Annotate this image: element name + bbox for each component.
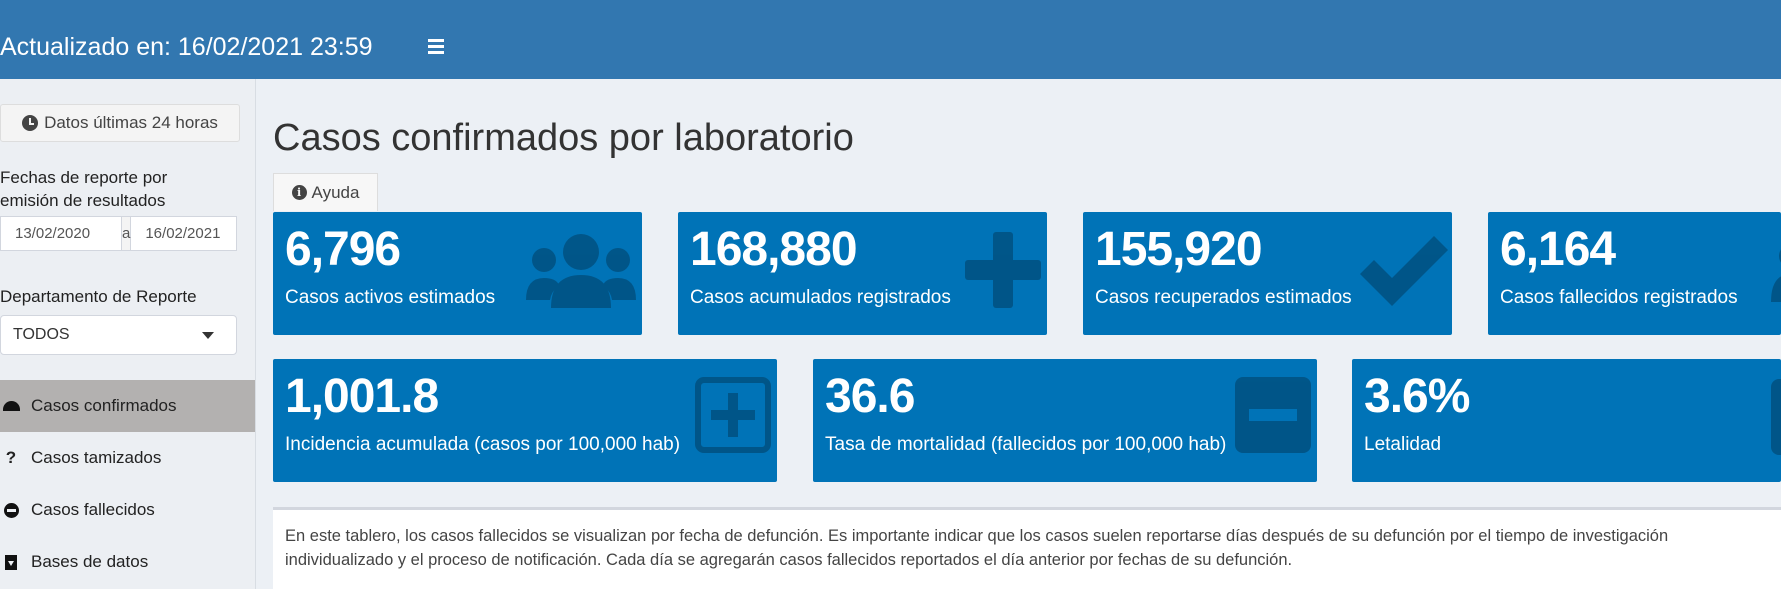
caret-down-icon [202,332,214,339]
box-value: 3.6% [1364,370,1470,423]
box-value: 6,796 [285,223,401,276]
box-label: Letalidad [1364,434,1442,455]
sidebar-item-label: Casos tamizados [31,448,162,467]
page-title: Casos confirmados por laboratorio [273,117,854,159]
accumulated-cases-box: 168,880 Casos acumulados registrados [678,212,1047,335]
percent-icon [1771,379,1781,455]
department-label: Departamento de Reporte [0,287,197,306]
hamburger-icon[interactable] [425,36,447,58]
date-range-separator: a [121,217,132,250]
box-value: 36.6 [825,370,915,423]
box-value: 168,880 [690,223,858,276]
date-from-input[interactable] [1,217,121,250]
sidebar-item-label: Bases de datos [31,552,149,571]
top-header: Actualizado en: 16/02/2021 23:59 [0,0,1781,79]
sidebar-item-casos-confirmados[interactable]: Casos confirmados [0,380,255,432]
box-label: Casos acumulados registrados [690,287,951,308]
box-label: Incidencia acumulada (casos por 100,000 … [285,434,681,455]
minus-circle-icon [2,501,20,519]
box-label: Casos activos estimados [285,287,496,308]
dates-label-line2: emisión de resultados [0,191,166,210]
active-cases-box: 6,796 Casos activos estimados [273,212,642,335]
last-24-hours-label: Datos últimas 24 horas [44,113,218,132]
lethality-box: 3.6% Letalidad [1352,359,1781,482]
info-note: En este tablero, los casos fallecidos se… [273,507,1781,589]
clock-icon [22,115,39,131]
download-icon [2,553,20,571]
sidebar-item-casos-fallecidos[interactable]: Casos fallecidos [0,484,255,536]
plus-icon [965,232,1041,308]
sidebar-item-bases-de-datos[interactable]: Bases de datos [0,536,255,588]
minus-square-icon [1235,377,1311,453]
help-tab[interactable]: i Ayuda [273,173,378,211]
department-select[interactable]: TODOS [0,315,237,355]
box-value: 155,920 [1095,223,1263,276]
date-range-picker: a [0,216,252,251]
box-label: Casos fallecidos registrados [1500,287,1738,308]
dates-label-line1: Fechas de reporte por [0,168,168,187]
sidebar-item-label: Casos fallecidos [31,500,155,519]
last-24-hours-button[interactable]: Datos últimas 24 horas [0,104,240,142]
sidebar-nav: Casos confirmados ? Casos tamizados Caso… [0,380,255,588]
sidebar-item-label: Casos confirmados [31,396,177,415]
sidebar-item-casos-tamizados[interactable]: ? Casos tamizados [0,432,255,484]
check-icon [1360,236,1448,306]
box-label: Tasa de mortalidad (fallecidos por 100,0… [825,434,1227,455]
help-label: Ayuda [311,182,360,202]
user-icon [1771,249,1781,302]
plus-square-icon [695,377,771,453]
dashboard-icon [2,397,20,415]
box-label: Casos recuperados estimados [1095,287,1352,308]
department-selected-value: TODOS [13,326,70,343]
date-to-input[interactable] [131,217,252,250]
mortality-rate-box: 36.6 Tasa de mortalidad (fallecidos por … [813,359,1317,482]
users-icon [526,234,636,308]
incidence-box: 1,001.8 Incidencia acumulada (casos por … [273,359,777,482]
question-icon: ? [5,448,17,467]
box-value: 1,001.8 [285,370,439,423]
updated-timestamp: Actualizado en: 16/02/2021 23:59 [0,33,373,61]
box-value: 6,164 [1500,223,1616,276]
recovered-cases-box: 155,920 Casos recuperados estimados [1083,212,1452,335]
deceased-cases-box: 6,164 Casos fallecidos registrados [1488,212,1781,335]
info-icon: i [291,185,307,200]
